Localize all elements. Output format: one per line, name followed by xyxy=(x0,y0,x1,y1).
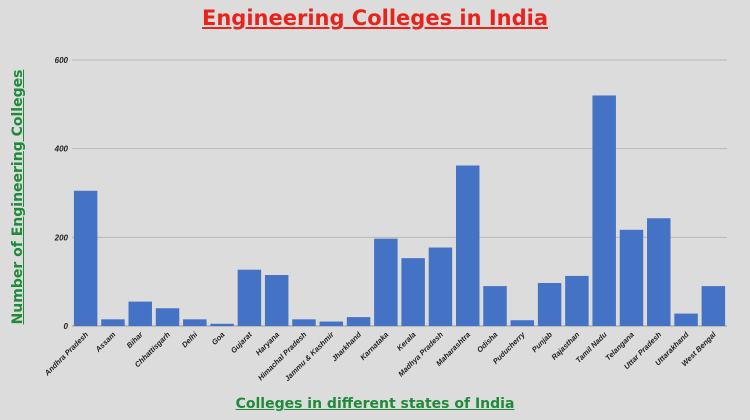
bar xyxy=(73,190,98,326)
y-tick-label: 0 xyxy=(64,322,69,331)
bar xyxy=(319,321,344,326)
bar xyxy=(374,238,398,326)
chart-title: Engineering Colleges in India xyxy=(202,6,548,30)
category-label: Kerala xyxy=(395,330,418,353)
bar xyxy=(701,286,726,326)
bar xyxy=(537,282,562,326)
bar xyxy=(264,275,289,326)
category-label: Karnataka xyxy=(358,330,390,362)
y-tick-label: 400 xyxy=(54,145,69,154)
bar xyxy=(510,320,535,326)
x-axis-label: Colleges in different states of India xyxy=(235,396,515,412)
category-label: Punjab xyxy=(530,330,554,354)
y-tick-label: 600 xyxy=(55,56,69,65)
bar xyxy=(183,319,207,326)
category-label: Jharkhand xyxy=(330,330,363,363)
bar xyxy=(647,218,671,326)
bar xyxy=(155,308,180,326)
bar xyxy=(101,319,125,326)
category-label: Odisha xyxy=(475,330,499,354)
y-tick-labels: 0 200 400 600 xyxy=(54,56,69,331)
bar xyxy=(346,317,371,326)
bar xyxy=(455,165,480,326)
bar xyxy=(565,275,589,326)
bar xyxy=(592,95,616,326)
category-label: Delhi xyxy=(180,329,200,349)
gridlines xyxy=(72,59,727,327)
category-label: Gujarat xyxy=(229,330,254,355)
y-tick-label: 200 xyxy=(54,233,69,242)
bar xyxy=(401,258,425,326)
category-label: Bihar xyxy=(125,329,146,350)
bar xyxy=(483,286,507,326)
bar xyxy=(292,319,316,326)
bar xyxy=(674,313,698,326)
bar xyxy=(619,229,644,326)
category-label: Goa xyxy=(210,330,227,347)
category-label: Jammu & Kashmir xyxy=(283,329,337,383)
bar xyxy=(210,323,234,326)
bar xyxy=(128,301,152,326)
bars xyxy=(73,95,726,326)
category-label: Andhra Pradesh xyxy=(42,330,90,378)
category-label: Himachal Pradesh xyxy=(256,330,309,383)
category-label: Assam xyxy=(93,330,118,355)
bar xyxy=(428,247,453,326)
category-label: Haryana xyxy=(254,330,281,357)
bar xyxy=(237,269,262,326)
